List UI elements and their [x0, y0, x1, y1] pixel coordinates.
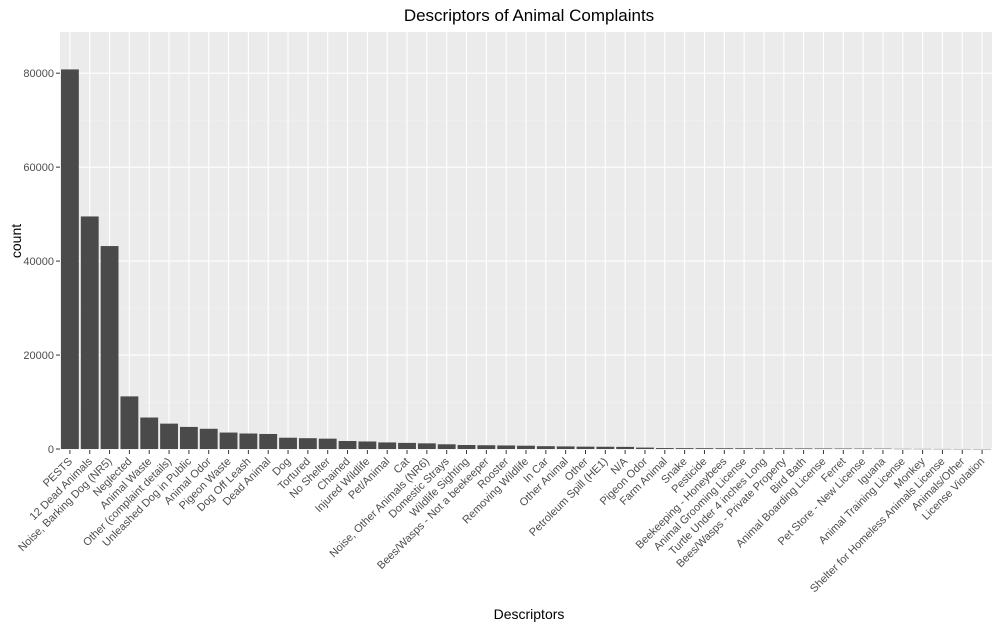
- x-axis-title: Descriptors: [494, 606, 565, 622]
- chart-title: Descriptors of Animal Complaints: [404, 6, 654, 25]
- bar: [774, 448, 793, 449]
- bar: [298, 438, 317, 449]
- bar: [755, 448, 773, 449]
- bar: [457, 445, 476, 449]
- y-tick-label: 40000: [23, 256, 54, 268]
- bar: [100, 246, 119, 449]
- y-tick-label: 0: [48, 444, 54, 456]
- y-tick-label: 80000: [23, 68, 54, 80]
- bar: [794, 448, 813, 449]
- y-axis: 0 20000 40000 60000 80000: [23, 68, 60, 456]
- bar: [358, 441, 377, 449]
- bar: [715, 448, 734, 449]
- bar: [219, 432, 238, 449]
- bar: [60, 69, 79, 449]
- bar: [675, 448, 694, 449]
- bar: [655, 448, 674, 449]
- bar: [80, 216, 99, 449]
- bar: [239, 433, 258, 449]
- y-tick-label: 60000: [23, 162, 54, 174]
- bar: [259, 433, 278, 449]
- bar: [517, 445, 535, 449]
- bar: [437, 444, 456, 449]
- bar: [695, 448, 714, 449]
- bar: [199, 428, 218, 449]
- bar: [318, 438, 337, 449]
- y-tick-label: 20000: [23, 350, 54, 362]
- bar: [636, 447, 654, 449]
- bar: [735, 448, 754, 449]
- bar: [536, 446, 555, 449]
- bar: [417, 443, 436, 449]
- bar: [378, 442, 397, 449]
- bar: [140, 417, 159, 449]
- bar: [814, 448, 833, 449]
- bars: [60, 69, 992, 450]
- bar: [477, 445, 496, 449]
- bar: [179, 426, 198, 449]
- bar: [616, 446, 635, 449]
- bar: [497, 445, 516, 449]
- bar: [160, 423, 178, 449]
- bar: [398, 442, 416, 449]
- y-axis-title: count: [8, 224, 24, 258]
- bar: [576, 446, 595, 449]
- bar: [338, 441, 357, 449]
- bar: [279, 437, 297, 449]
- bar: [596, 446, 615, 449]
- bar: [556, 446, 575, 449]
- bar: [120, 396, 139, 449]
